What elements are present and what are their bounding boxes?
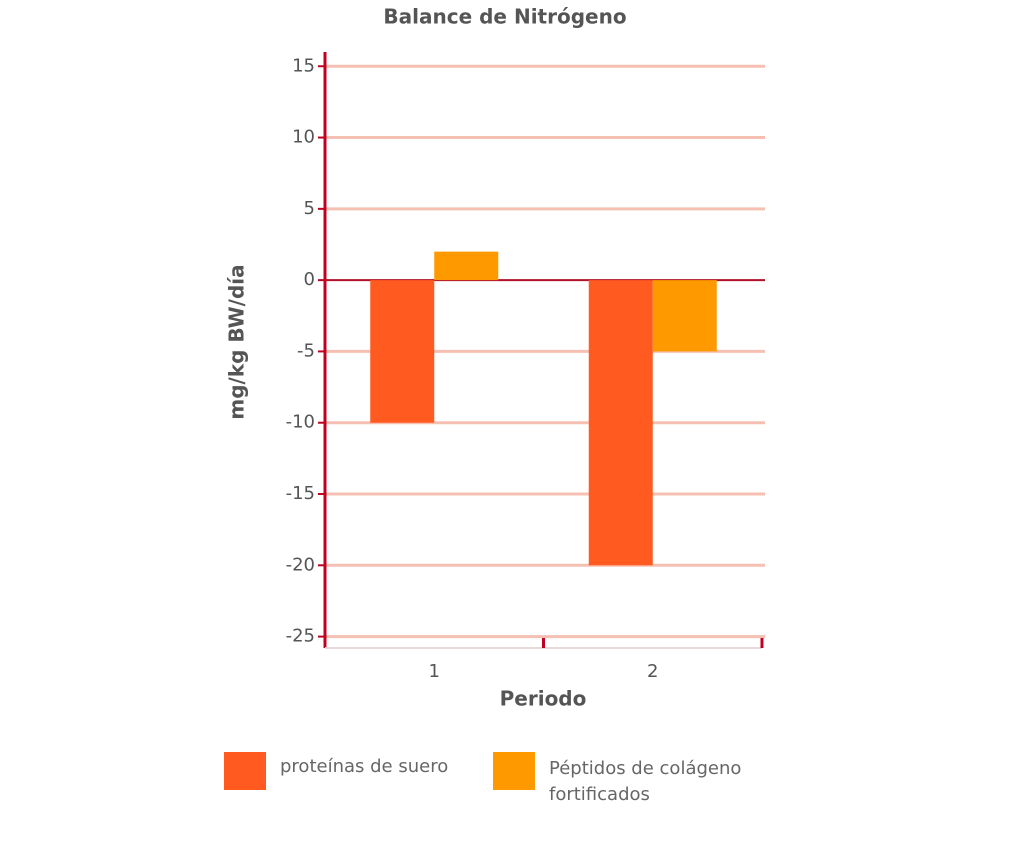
bar: [652, 280, 717, 352]
legend-swatch: [493, 752, 535, 790]
chart-title: Balance de Nitrógeno: [383, 5, 626, 29]
y-tick-label: 15: [292, 55, 315, 76]
bar: [588, 280, 653, 566]
legend-label: proteínas de suero: [280, 756, 449, 777]
y-tick-label: 0: [304, 269, 315, 290]
legend-label: Péptidos de colágeno fortificados: [549, 758, 742, 805]
y-tick-label: -25: [286, 626, 315, 647]
y-tick-label: -20: [286, 554, 315, 575]
y-tick-label: -10: [286, 412, 315, 433]
legend-item: Péptidos de colágeno fortificados: [493, 752, 793, 808]
bar: [434, 251, 499, 281]
legend-item: proteínas de suero: [224, 752, 448, 790]
x-axis-label: Periodo: [500, 687, 587, 711]
y-tick-label: -5: [297, 340, 315, 361]
y-tick-label: -15: [286, 483, 315, 504]
y-axis-label: mg/kg BW/día: [225, 264, 249, 419]
x-tick-label: 2: [647, 661, 658, 682]
bar: [370, 280, 435, 423]
legend-swatch: [224, 752, 266, 790]
y-tick-label: 5: [304, 198, 315, 219]
y-tick-label: 10: [292, 127, 315, 148]
x-tick-label: 1: [429, 661, 440, 682]
